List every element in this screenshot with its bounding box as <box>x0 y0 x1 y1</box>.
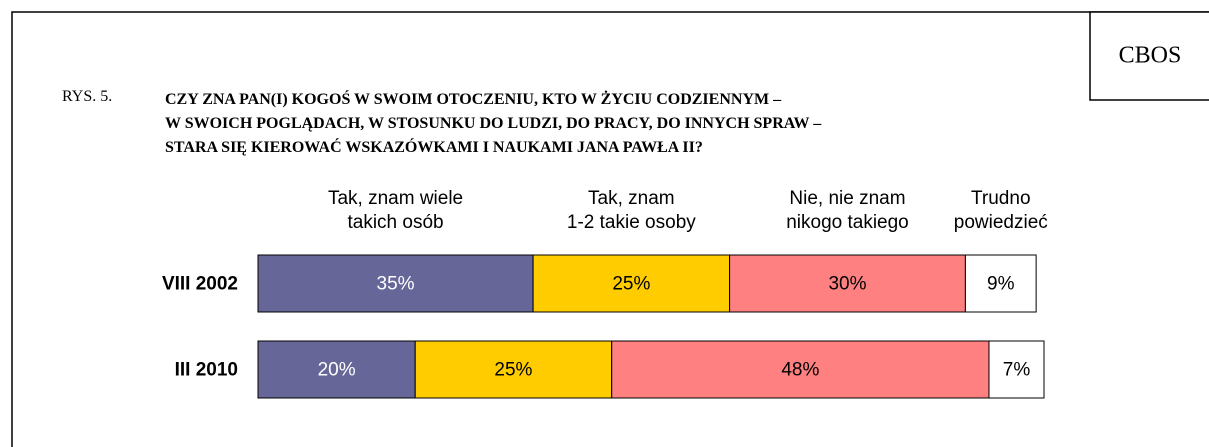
bar-segment <box>988 340 1045 399</box>
bar-segment <box>611 340 990 399</box>
figure-label: RYS. 5. <box>62 88 113 105</box>
bar-segment <box>729 254 966 313</box>
bar-segment <box>257 254 534 313</box>
legend-label: Tak, znam wiele takich osób <box>327 188 464 233</box>
value-label: 48% <box>781 360 819 381</box>
frame <box>11 11 1209 447</box>
value-label: 30% <box>828 274 866 295</box>
value-label: 35% <box>377 274 415 295</box>
value-label: 7% <box>1003 360 1031 381</box>
badge-box <box>1089 11 1209 101</box>
value-label: 9% <box>987 274 1015 295</box>
category-label: VIII 2002 <box>162 274 238 295</box>
bar-segment <box>964 254 1037 313</box>
bar-segment <box>532 254 731 313</box>
chart-title: CZY ZNA PAN(I) KOGOŚ W SWOIM OTOCZENIU, … <box>165 91 822 156</box>
value-label: 25% <box>612 274 650 295</box>
category-label: III 2010 <box>175 360 238 381</box>
legend-label: Nie, nie znam nikogo takiego <box>786 188 909 233</box>
legend-label: Tak, znam 1-2 takie osoby <box>566 188 696 233</box>
legend-label: Trudno powiedzieć <box>953 188 1048 233</box>
value-label: 20% <box>318 360 356 381</box>
badge: CBOS <box>1119 43 1182 69</box>
value-label: 25% <box>494 360 532 381</box>
